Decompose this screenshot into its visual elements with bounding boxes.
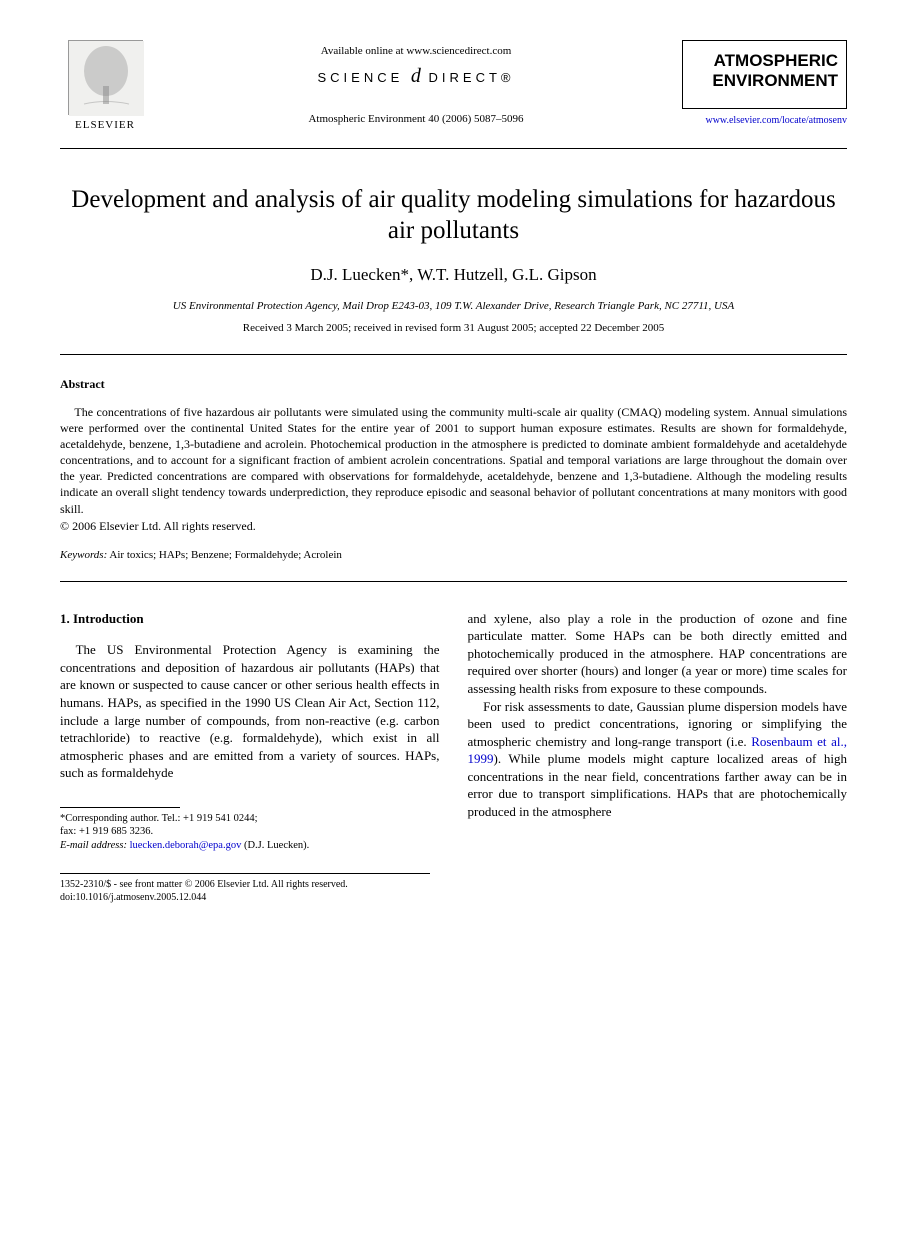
header-rule	[60, 148, 847, 149]
science-direct-logo: SCIENCE d DIRECT®	[150, 65, 682, 88]
abstract-heading: Abstract	[60, 377, 847, 392]
elsevier-tree-icon	[68, 40, 143, 115]
available-online-text: Available online at www.sciencedirect.co…	[150, 45, 682, 57]
email-address[interactable]: luecken.deborah@epa.gov	[127, 840, 241, 851]
corresponding-author-footnote: *Corresponding author. Tel.: +1 919 541 …	[60, 812, 440, 853]
abstract-copyright: © 2006 Elsevier Ltd. All rights reserved…	[60, 519, 847, 534]
authors: D.J. Luecken*, W.T. Hutzell, G.L. Gipson	[60, 265, 847, 285]
section-heading: 1. Introduction	[60, 610, 440, 628]
article-dates: Received 3 March 2005; received in revis…	[60, 322, 847, 334]
journal-box-wrapper: ATMOSPHERIC ENVIRONMENT www.elsevier.com…	[682, 40, 847, 126]
sd-right: DIRECT®	[429, 70, 515, 85]
body-paragraph-2: and xylene, also play a role in the prod…	[468, 610, 848, 698]
body-paragraph-1: The US Environmental Protection Agency i…	[60, 641, 440, 781]
footer-rule	[60, 873, 430, 874]
divider-1	[60, 354, 847, 355]
journal-reference: Atmospheric Environment 40 (2006) 5087–5…	[150, 113, 682, 125]
footnote-fax: fax: +1 919 685 3236.	[60, 825, 440, 839]
publisher-logo: ELSEVIER	[60, 40, 150, 140]
p3-b: ). While plume models might capture loca…	[468, 751, 848, 819]
email-suffix: (D.J. Luecken).	[241, 840, 309, 851]
sd-d-icon: d	[411, 65, 421, 87]
journal-name-2: ENVIRONMENT	[691, 71, 838, 91]
divider-2	[60, 581, 847, 582]
keywords-label: Keywords:	[60, 549, 107, 561]
body-paragraph-3: For risk assessments to date, Gaussian p…	[468, 698, 848, 821]
column-left: 1. Introduction The US Environmental Pro…	[60, 610, 440, 853]
footnote-rule	[60, 807, 180, 808]
email-label: E-mail address:	[60, 840, 127, 851]
affiliation: US Environmental Protection Agency, Mail…	[60, 300, 847, 312]
journal-name-1: ATMOSPHERIC	[691, 51, 838, 71]
column-right: and xylene, also play a role in the prod…	[468, 610, 848, 853]
footer: 1352-2310/$ - see front matter © 2006 El…	[60, 878, 847, 904]
publisher-name: ELSEVIER	[75, 119, 135, 131]
keywords: Keywords: Air toxics; HAPs; Benzene; For…	[60, 549, 847, 561]
journal-link[interactable]: www.elsevier.com/locate/atmosenv	[682, 115, 847, 126]
sd-left: SCIENCE	[317, 70, 403, 85]
footer-line-1: 1352-2310/$ - see front matter © 2006 El…	[60, 878, 847, 891]
body-columns: 1. Introduction The US Environmental Pro…	[60, 610, 847, 853]
center-header: Available online at www.sciencedirect.co…	[150, 40, 682, 125]
journal-link-anchor[interactable]: www.elsevier.com/locate/atmosenv	[705, 115, 847, 126]
footnote-tel: *Corresponding author. Tel.: +1 919 541 …	[60, 812, 440, 826]
page-header: ELSEVIER Available online at www.science…	[60, 40, 847, 140]
footnote-email-line: E-mail address: luecken.deborah@epa.gov …	[60, 839, 440, 853]
keywords-text: Air toxics; HAPs; Benzene; Formaldehyde;…	[107, 549, 342, 561]
journal-title-box: ATMOSPHERIC ENVIRONMENT	[682, 40, 847, 109]
article-title: Development and analysis of air quality …	[60, 184, 847, 247]
abstract-text: The concentrations of five hazardous air…	[60, 404, 847, 517]
footer-doi: doi:10.1016/j.atmosenv.2005.12.044	[60, 891, 847, 904]
